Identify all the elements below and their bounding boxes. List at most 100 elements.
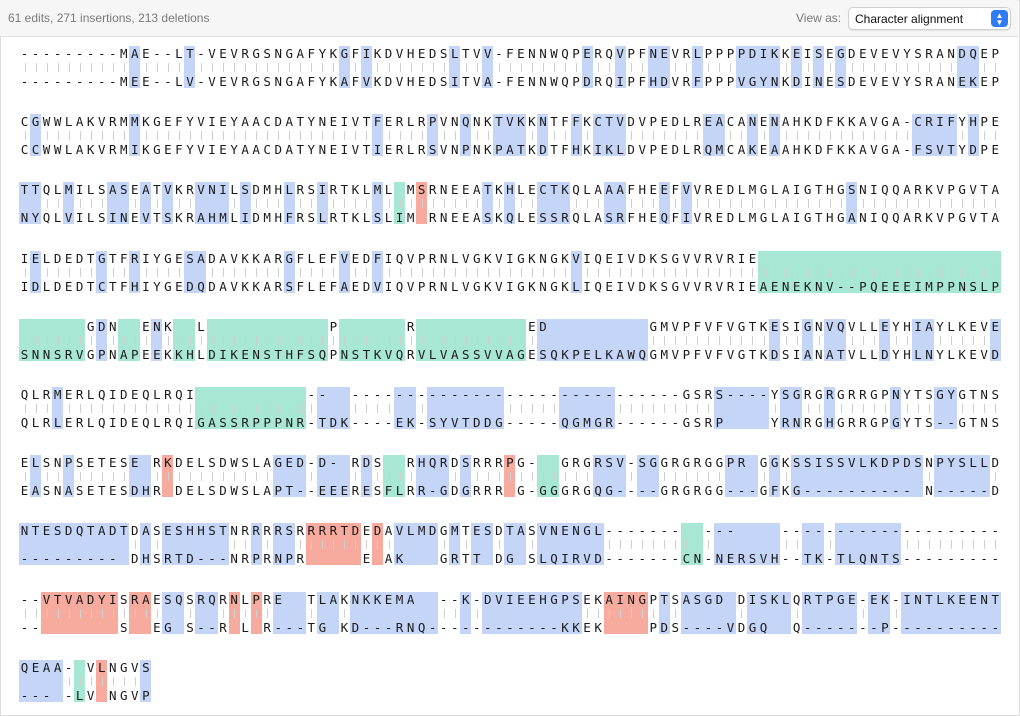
substitution-highlight [30, 250, 42, 293]
alignment-tick [57, 267, 59, 277]
substitution-highlight [283, 182, 295, 225]
alignment-block: --VTVADYISRAESQSRQRNLPRE TLAKNKKEMA --K-… [0, 591, 1020, 636]
up-down-chevron-icon[interactable]: ▲ ▼ [991, 10, 1008, 27]
alignment-tick [520, 472, 522, 482]
alignment-tick [212, 267, 214, 277]
alignment-tick [653, 404, 655, 413]
deletion-highlight [603, 591, 648, 634]
alignment-tick [542, 267, 544, 277]
alignment-tick [123, 267, 125, 277]
alignment-tick [90, 335, 92, 345]
alignment-tick [289, 63, 291, 72]
substitution-highlight [272, 455, 306, 498]
modified-sequence-line: --------- DHSRTD---NRPRNPR E AK GRTT DG … [20, 551, 1003, 567]
substitution-highlight [427, 114, 439, 157]
substitution-highlight [769, 114, 781, 157]
alignment-tick [46, 63, 48, 72]
substitution-highlight [162, 523, 229, 566]
alignment-tick [587, 199, 589, 209]
substitution-highlight [371, 114, 383, 157]
alignment-tick [962, 540, 964, 550]
alignment-tick [123, 335, 125, 345]
modified-sequence-line: NYQLVILSINEVTSKRAHMLIDMHFRSLRTKLSLIM RNE… [20, 210, 1003, 226]
view-as-select[interactable]: Character alignment ▲ ▼ [848, 7, 1011, 30]
alignment-tick [818, 131, 820, 141]
alignment-tick [256, 404, 258, 413]
alignment-tick [509, 472, 511, 482]
alignment-tick [675, 63, 677, 72]
alignment-tick [245, 131, 247, 141]
substitution-highlight [107, 182, 130, 225]
alignment-tick [741, 131, 743, 141]
alignment-tick [719, 335, 721, 345]
alignment-tick [807, 199, 809, 209]
alignment-tick [818, 267, 820, 277]
alignment-tick [895, 608, 897, 618]
insertion-highlight [118, 318, 141, 361]
alignment-tick [311, 608, 313, 618]
alignment-tick [432, 335, 434, 345]
alignment-tick [112, 676, 114, 686]
insertion-highlight [19, 318, 86, 361]
alignment-tick [123, 608, 125, 618]
substitution-highlight [19, 659, 64, 702]
alignment-tick [631, 199, 633, 209]
alignment-tick [234, 608, 236, 618]
alignment-tick [763, 199, 765, 209]
substitution-highlight [482, 591, 582, 634]
alignment-tick [498, 540, 500, 550]
modified-sequence-line: SNNSRVGPNAPEEKKHLDIKENSTHFSQPNSTKVQRVLVA… [20, 346, 1003, 362]
alignment-block: NTESDQTADTDASESHHSTNRRRRSRRRRTDEDAVLMDGM… [0, 523, 1020, 567]
alignment-tick [531, 335, 533, 345]
substitution-highlight [162, 591, 185, 634]
alignment-tick [807, 267, 809, 277]
alignment-tick [487, 131, 489, 141]
alignment-tick [609, 608, 611, 618]
substitution-highlight [724, 455, 758, 498]
substitution-highlight [824, 387, 836, 429]
alignment-block: IELDEDTGTFRIYGESADAVKKARGFLEFVEDFIQVPRNL… [0, 250, 1020, 295]
modified-sequence-line: --- -LV NGVP [20, 687, 154, 703]
alignment-tick [631, 540, 633, 550]
alignment-tick [212, 404, 214, 413]
alignment-tick [388, 131, 390, 141]
alignment-tick [587, 472, 589, 482]
alignment-tick [344, 608, 346, 618]
alignment-tick [267, 540, 269, 550]
substitution-highlight [19, 523, 130, 566]
substitution-highlight [316, 387, 350, 429]
alignment-tick [454, 199, 456, 209]
alignment-tick [774, 404, 776, 413]
alignment-tick [68, 676, 70, 686]
alignment-tick [906, 335, 908, 345]
alignment-tick [951, 63, 953, 72]
original-sequence-line: QLRMERLQIDEQLRQI -- --------------------… [20, 387, 1003, 402]
substitution-highlight [713, 523, 781, 566]
alignment-tick [984, 63, 986, 72]
alignment-tick [895, 199, 897, 209]
alignment-tick [112, 335, 114, 345]
deletion-highlight [129, 591, 152, 634]
alignment-tick [576, 199, 577, 209]
alignment-tick [498, 267, 500, 277]
alignment-tick [940, 335, 941, 345]
alignment-tick [873, 199, 875, 209]
alignment-tick [984, 131, 986, 141]
alignment-tick [90, 472, 92, 482]
deletion-highlight [371, 523, 383, 566]
modified-sequence-line: IDLDEDTCTFHIYGEDQDAVKKARSFLEFAEDVIQVPRNL… [20, 278, 1003, 294]
substitution-highlight [460, 455, 472, 498]
substitution-highlight [52, 387, 64, 429]
alignment-tick [145, 63, 147, 72]
alignment-tick [167, 472, 169, 482]
substitution-highlight [449, 523, 461, 566]
alignment-tick [509, 404, 511, 413]
original-sequence-line: NTESDQTADTDASESHHSTNRRRRSRRRRTDEDAVLMDGM… [20, 523, 1003, 539]
alignment-tick [278, 335, 280, 345]
alignment-tick [884, 404, 886, 413]
alignment-tick [465, 199, 467, 209]
alignment-tick [333, 540, 335, 550]
substitution-highlight [559, 387, 615, 429]
alignment-tick [234, 335, 236, 345]
alignment-tick [653, 335, 655, 345]
